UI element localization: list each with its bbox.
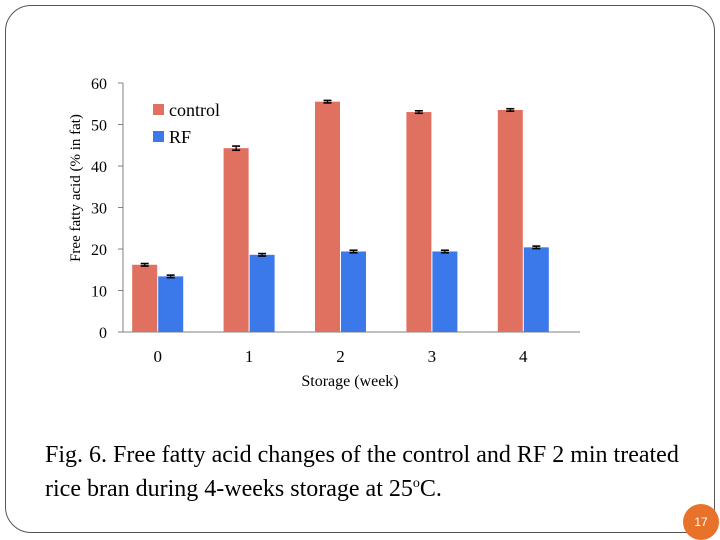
bar-control-week-1: [223, 148, 249, 332]
y-tick-label: 20: [91, 242, 107, 259]
y-tick-label: 50: [91, 118, 107, 135]
x-tick-label: 3: [428, 347, 437, 366]
page-number: 17: [694, 515, 708, 529]
legend-swatch-control: [153, 104, 164, 115]
x-tick-label: 0: [153, 347, 162, 366]
bar-rf-week-1: [249, 254, 275, 332]
bar-control-week-4: [497, 109, 523, 332]
y-tick-label: 40: [91, 159, 107, 176]
y-tick-label: 0: [99, 325, 107, 342]
y-tick-label: 30: [91, 201, 107, 218]
caption-text: Fig. 6. Free fatty acid changes of the c…: [45, 442, 679, 502]
x-tick-label: 1: [245, 347, 254, 366]
x-tick-label: 2: [336, 347, 345, 366]
bar-control-week-3: [406, 112, 432, 332]
bar-rf-week-3: [432, 251, 458, 332]
bar-control-week-0: [132, 264, 158, 332]
page-number-badge: 17: [683, 504, 719, 540]
slide-frame: [5, 5, 715, 533]
y-axis-title: Free fatty acid (% in fat): [68, 114, 84, 262]
bar-rf-week-4: [523, 247, 549, 332]
y-tick-label: 10: [91, 284, 107, 301]
legend-swatch-rf: [153, 131, 164, 142]
caption-superscript: o: [412, 476, 420, 491]
legend-label-rf: RF: [169, 127, 191, 147]
x-tick-label: 4: [519, 347, 528, 366]
bar-rf-week-0: [158, 276, 184, 332]
bar-rf-week-2: [341, 251, 366, 332]
bar-control-week-2: [315, 101, 340, 332]
legend-label-control: control: [169, 100, 220, 120]
caption-suffix: C.: [419, 476, 442, 502]
y-tick-label: 60: [91, 76, 107, 93]
x-axis-title: Storage (week): [301, 373, 398, 390]
free-fatty-acid-chart: 0 10 20 30 40 50 60 Free fatty acid (% in fat) 0…: [68, 76, 580, 390]
figure-caption: Fig. 6. Free fatty acid changes of the c…: [45, 438, 685, 506]
